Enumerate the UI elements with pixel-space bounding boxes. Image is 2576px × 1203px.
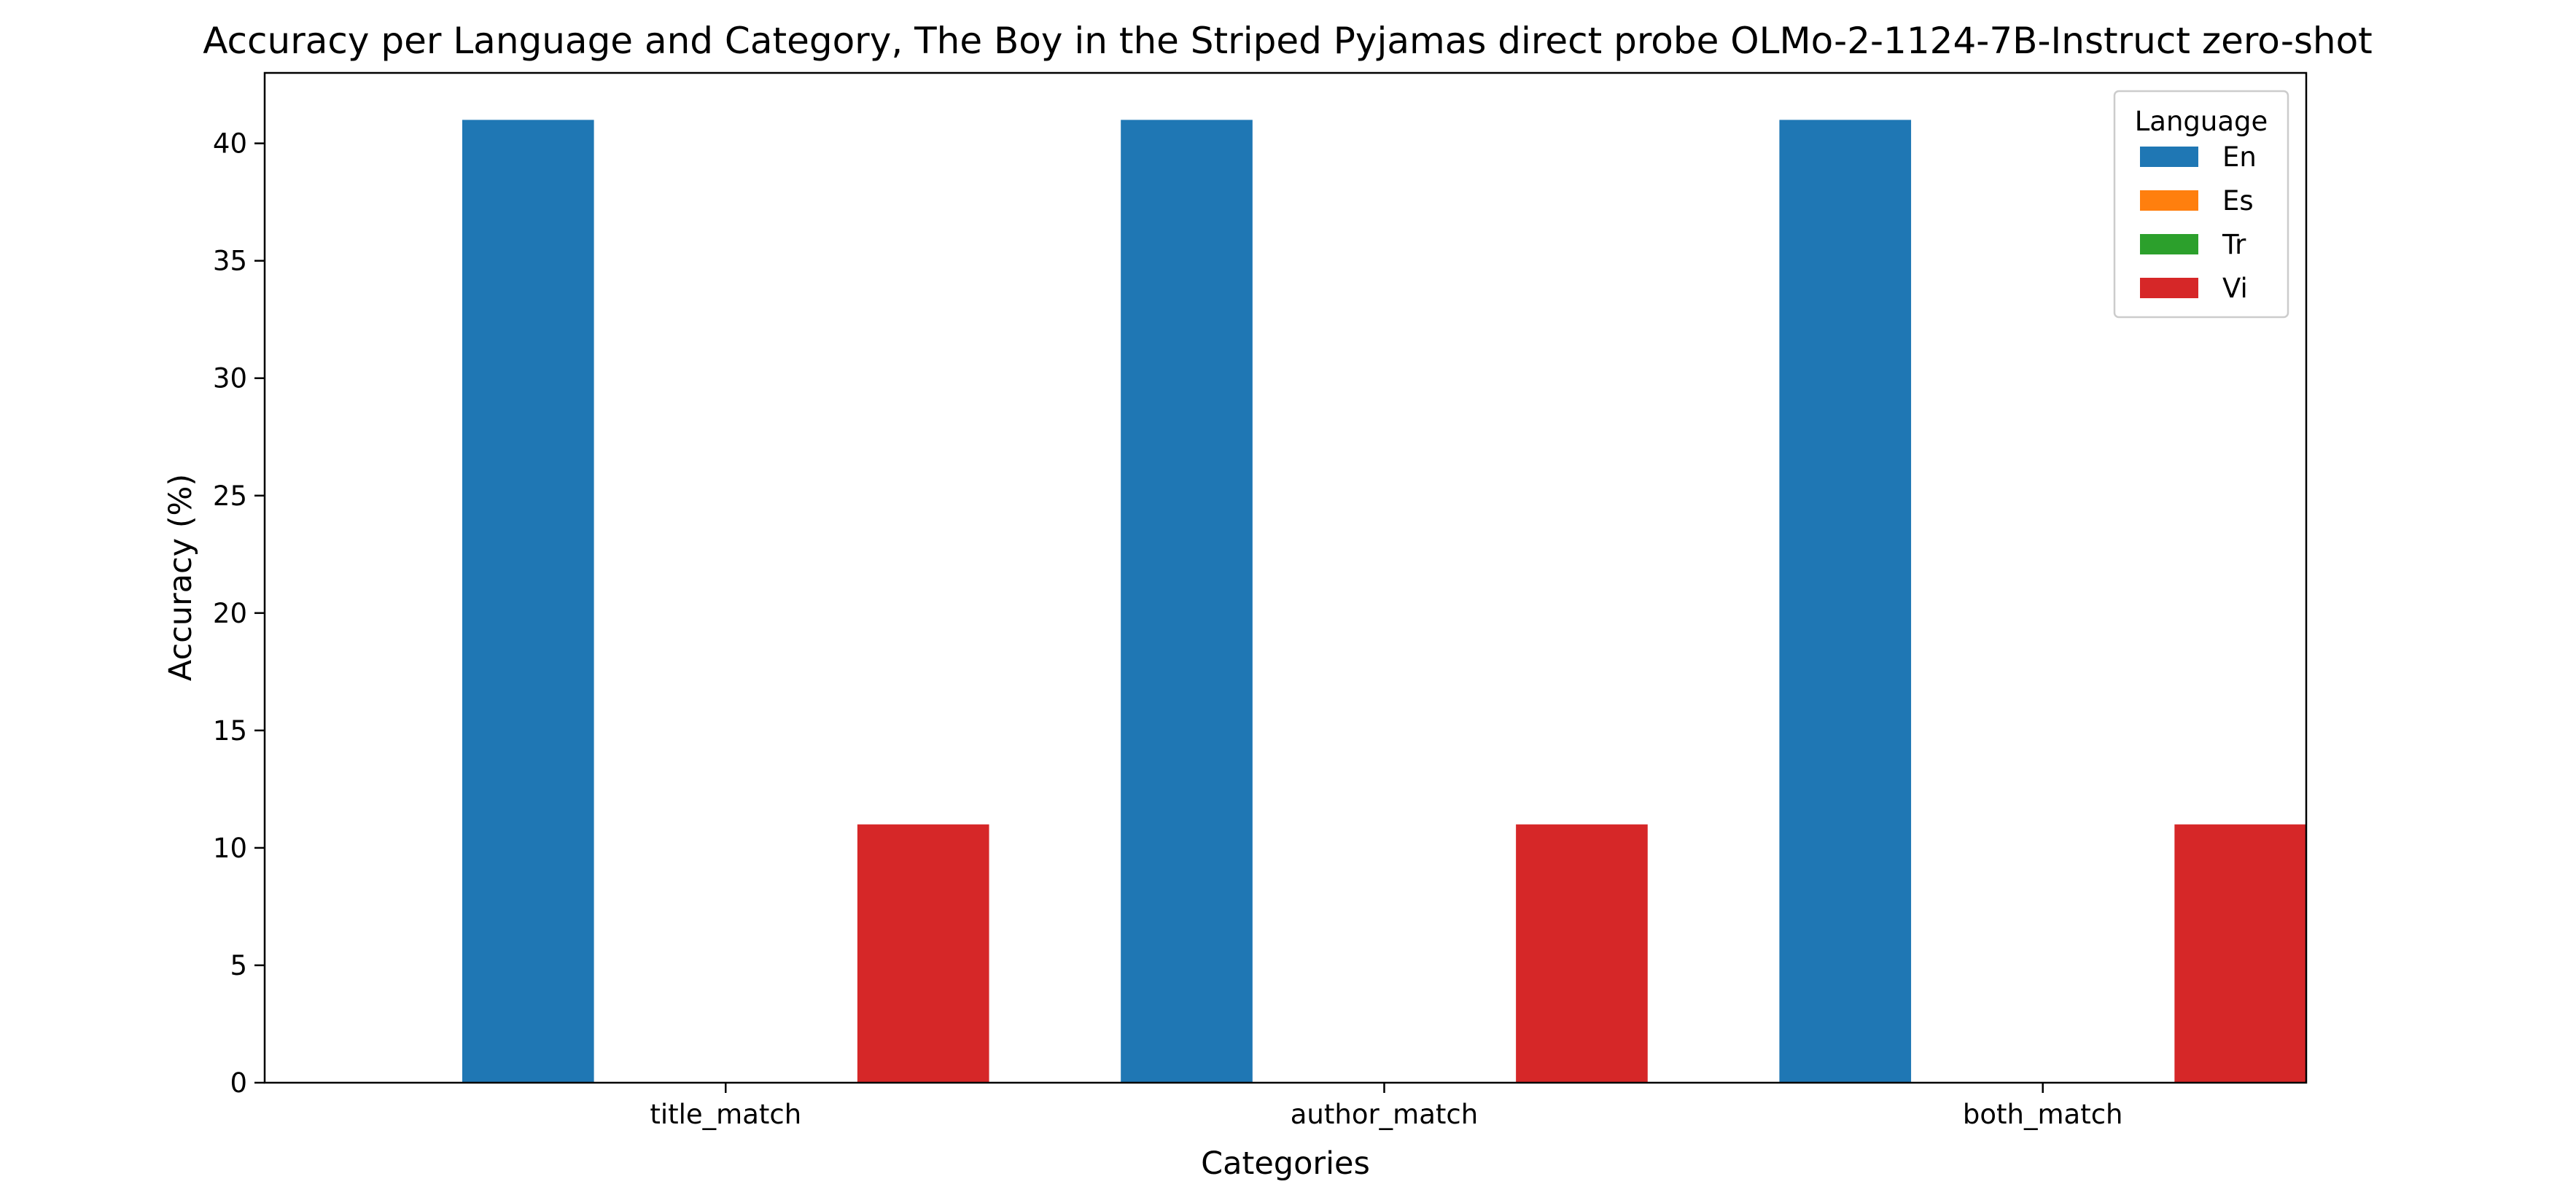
bar-en-both_match xyxy=(1779,120,1912,1083)
y-tick-label: 5 xyxy=(230,950,247,981)
x-tick-label-both_match: both_match xyxy=(1963,1099,2123,1130)
legend-swatch-tr xyxy=(2140,234,2198,254)
y-axis-label: Accuracy (%) xyxy=(163,474,199,681)
y-tick-label: 20 xyxy=(213,598,247,629)
bar-vi-both_match xyxy=(2174,824,2306,1083)
legend-swatch-vi xyxy=(2140,278,2198,298)
y-tick-label: 0 xyxy=(230,1067,247,1099)
y-tick-label: 35 xyxy=(213,246,247,277)
x-tick-label-title_match: title_match xyxy=(650,1099,801,1130)
legend-label-en: En xyxy=(2222,141,2257,173)
legend-swatch-en xyxy=(2140,147,2198,167)
bar-en-title_match xyxy=(462,120,594,1083)
x-tick-label-author_match: author_match xyxy=(1291,1099,1478,1130)
bar-vi-title_match xyxy=(857,824,989,1083)
y-axis: 0 5 10 15 20 25 30 35 40 xyxy=(213,128,265,1099)
bar-vi-author_match xyxy=(1516,824,1648,1083)
y-tick-label: 30 xyxy=(213,363,247,394)
y-tick-label: 25 xyxy=(213,480,247,512)
chart-title: Accuracy per Language and Category, The … xyxy=(203,20,2373,62)
legend-title: Language xyxy=(2135,106,2268,137)
legend-swatch-es xyxy=(2140,190,2198,211)
legend-label-es: Es xyxy=(2222,185,2254,217)
legend: Language En Es Tr Vi xyxy=(2113,90,2289,319)
legend-label-tr: Tr xyxy=(2222,229,2246,260)
y-tick-label: 40 xyxy=(213,128,247,160)
bars-layer xyxy=(462,120,2306,1083)
x-axis-label: Categories xyxy=(1201,1145,1370,1182)
bar-en-author_match xyxy=(1121,120,1253,1083)
x-axis: title_match author_match both_match xyxy=(650,1083,2123,1130)
y-tick-label: 15 xyxy=(213,715,247,747)
legend-label-vi: Vi xyxy=(2222,273,2248,304)
y-tick-label: 10 xyxy=(213,833,247,864)
plot-frame xyxy=(263,71,2308,1084)
